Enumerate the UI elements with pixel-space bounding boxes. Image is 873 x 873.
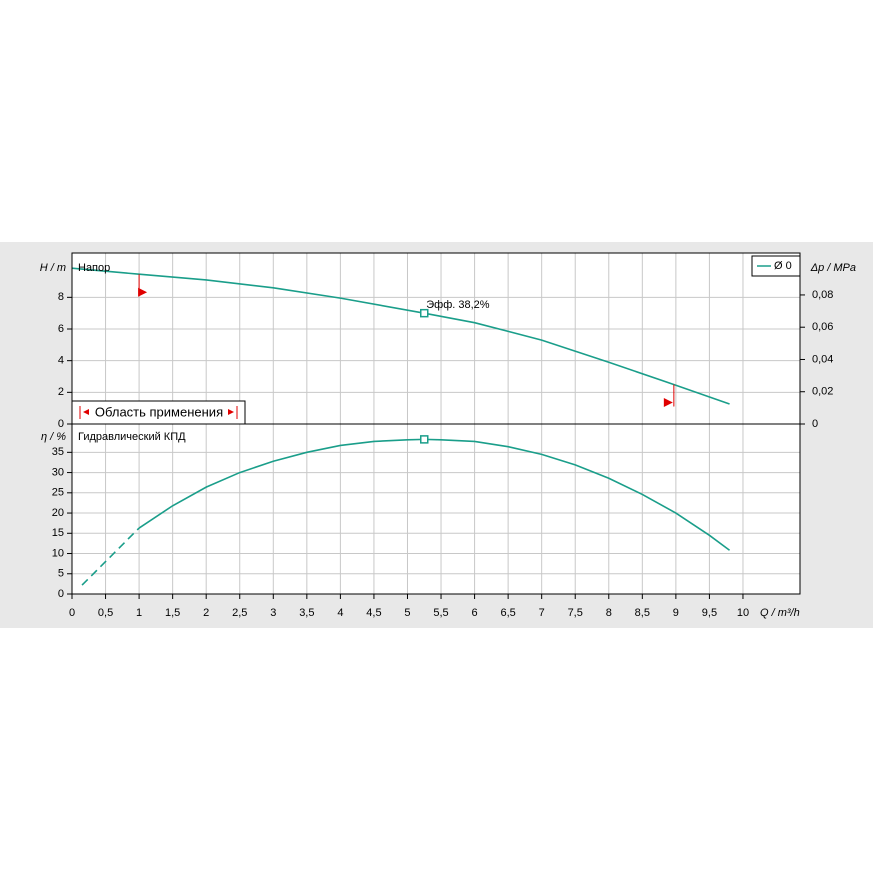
legend-box <box>751 255 801 277</box>
y-tick-label: 4 <box>58 355 64 367</box>
x-tick-label: 0,5 <box>98 607 113 619</box>
y-tick-label: 5 <box>58 568 64 580</box>
eff-title: Гидравлический КПД <box>78 431 186 443</box>
x-tick-label: 2,5 <box>232 607 247 619</box>
x-tick-label: 2 <box>203 607 209 619</box>
x-tick-label: 4,5 <box>366 607 381 619</box>
x-tick-label: 1 <box>136 607 142 619</box>
x-tick-label: 8,5 <box>635 607 650 619</box>
y2-tick-label: 0,02 <box>812 386 833 398</box>
range-label: Область применения <box>95 404 223 419</box>
x-tick-label: 7,5 <box>568 607 583 619</box>
y2-tick-label: 0,08 <box>812 289 833 301</box>
y-label: H / m <box>40 262 66 274</box>
bep-marker <box>420 308 429 318</box>
y-tick-label: 20 <box>52 507 64 519</box>
y-tick-label: 8 <box>58 291 64 303</box>
legend-label: Ø 0 <box>774 260 792 272</box>
x-tick-label: 9,5 <box>702 607 717 619</box>
range-arrow <box>228 409 234 415</box>
x-tick-label: 5 <box>404 607 410 619</box>
y-tick-label: 6 <box>58 323 64 335</box>
y-tick-label: 10 <box>52 547 64 559</box>
range-box: Область применения <box>71 400 246 425</box>
x-tick-label: 10 <box>737 607 749 619</box>
x-tick-label: 8 <box>606 607 612 619</box>
y-tick-label: 0 <box>58 588 64 600</box>
x-label: Q / m³/h <box>760 607 800 619</box>
x-tick-label: 6,5 <box>500 607 515 619</box>
annotation: Эфф. 38,2% <box>426 299 490 311</box>
x-tick-label: 6 <box>472 607 478 619</box>
range-arrow <box>83 409 89 415</box>
x-tick-label: 5,5 <box>433 607 448 619</box>
y2-label: Δp / MPa <box>810 262 856 274</box>
y-tick-label: 15 <box>52 527 64 539</box>
x-tick-label: 4 <box>337 607 343 619</box>
y2-tick-label: 0,06 <box>812 321 833 333</box>
y-tick-label: 2 <box>58 386 64 398</box>
curve <box>138 438 731 551</box>
legend: Ø 0 <box>751 255 801 277</box>
x-tick-label: 3 <box>270 607 276 619</box>
y-label: η / % <box>41 431 66 443</box>
x-tick-label: 9 <box>673 607 679 619</box>
x-tick-label: 1,5 <box>165 607 180 619</box>
x-tick-label: 7 <box>539 607 545 619</box>
range-flag <box>663 398 673 408</box>
range-flag <box>138 287 148 297</box>
range-box-frame <box>71 400 246 425</box>
bep-marker <box>420 435 429 444</box>
y-tick-label: 0 <box>58 418 64 430</box>
curve <box>81 527 140 586</box>
y-tick-label: 25 <box>52 487 64 499</box>
y-tick-label: 35 <box>52 446 64 458</box>
y-tick-label: 30 <box>52 466 64 478</box>
y2-tick-label: 0,04 <box>812 353 833 365</box>
x-tick-label: 0 <box>69 607 75 619</box>
head-title: Напор <box>78 262 110 274</box>
x-tick-label: 3,5 <box>299 607 314 619</box>
y2-tick-label: 0 <box>812 418 818 430</box>
